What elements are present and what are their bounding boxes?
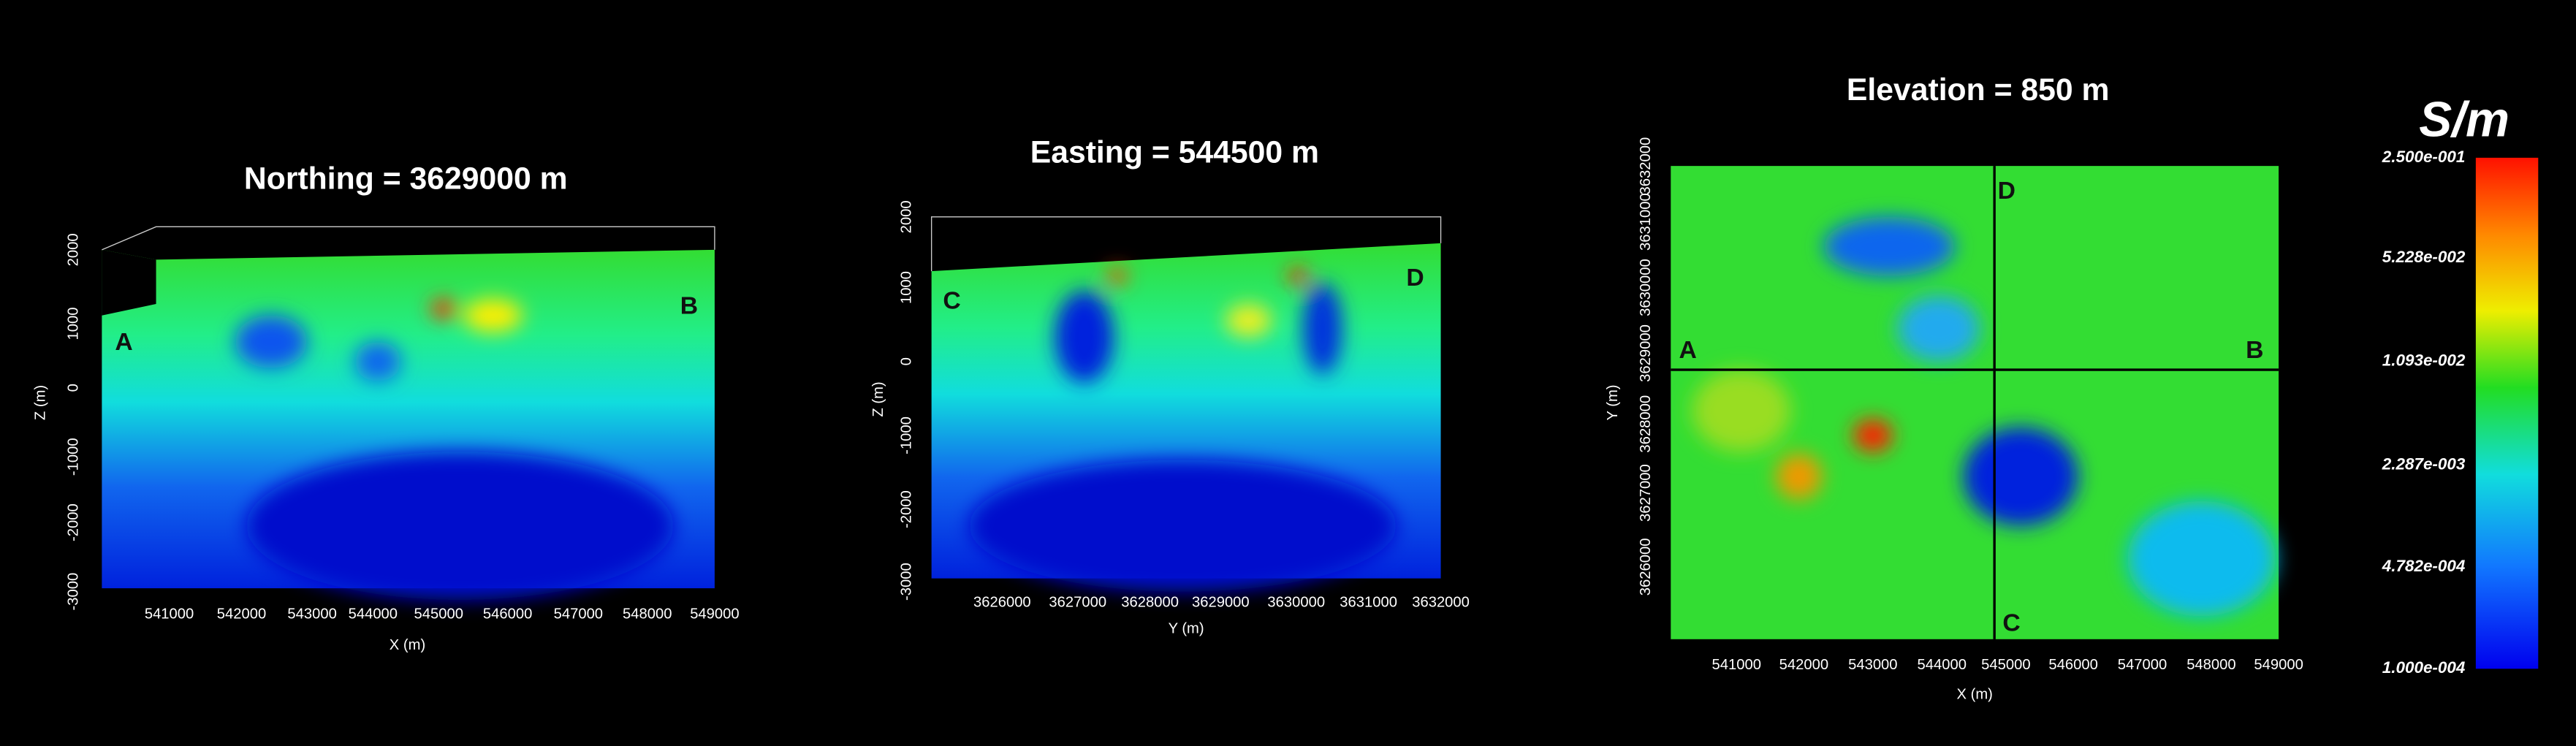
y-tick-label: 2000 (66, 233, 82, 266)
x-tick-label: 545000 (1981, 657, 2030, 673)
y-tick-label: -3000 (66, 573, 82, 611)
panel-title: Northing = 3629000 m (244, 161, 568, 197)
plan-image (1671, 166, 2279, 639)
y-tick-label: 1000 (898, 271, 914, 304)
y-tick-label: 3632000 (1638, 137, 1654, 195)
x-tick-label: 541000 (145, 606, 194, 622)
colorbar-label: 1.000e-004 (2382, 658, 2466, 677)
section-marker: A (1679, 336, 1697, 364)
x-axis-label: Y (m) (1169, 621, 1204, 637)
y-tick-label: 3631000 (1638, 193, 1654, 251)
x-tick-label: 547000 (554, 606, 603, 622)
x-tick-label: 3631000 (1340, 595, 1397, 611)
x-tick-label: 541000 (1711, 657, 1760, 673)
x-tick-label: 544000 (349, 606, 398, 622)
x-tick-label: 543000 (287, 606, 336, 622)
x-tick-label: 3628000 (1121, 595, 1179, 611)
y-tick-label: 0 (66, 384, 82, 392)
colorbar-label: 5.228e-002 (2382, 248, 2466, 266)
section-marker: C (2002, 609, 2020, 636)
colorbar-unit: S/m (2419, 92, 2509, 147)
colorbar-label: 1.093e-002 (2382, 351, 2466, 370)
y-tick-label: 3629000 (1638, 324, 1654, 382)
x-tick-label: 545000 (414, 606, 463, 622)
y-tick-label: -3000 (898, 563, 914, 601)
colorbar (2475, 157, 2539, 669)
panel-title: Elevation = 850 m (1847, 72, 2110, 107)
y-axis-label: Y (m) (1605, 384, 1621, 420)
colorbar-label: 2.287e-003 (2382, 454, 2466, 473)
y-tick-label: -1000 (66, 438, 82, 476)
x-tick-label: 542000 (217, 606, 266, 622)
y-tick-label: -2000 (898, 490, 914, 528)
x-tick-label: 542000 (1779, 657, 1828, 673)
y-tick-label: 2000 (898, 200, 914, 233)
y-tick-label: 3628000 (1638, 395, 1654, 453)
x-tick-label: 543000 (1848, 657, 1897, 673)
x-tick-label: 3629000 (1192, 595, 1250, 611)
section-marker: B (2246, 336, 2263, 364)
x-tick-label: 549000 (690, 606, 739, 622)
x-tick-label: 548000 (623, 606, 672, 622)
y-axis-label: Z (m) (33, 385, 49, 420)
x-tick-label: 3632000 (1412, 595, 1470, 611)
x-tick-label: 544000 (1918, 657, 1967, 673)
x-tick-label: 548000 (2186, 657, 2235, 673)
colorbar-label: 4.782e-004 (2382, 557, 2466, 575)
y-tick-label: -2000 (66, 503, 82, 541)
x-tick-label: 546000 (483, 606, 532, 622)
section-marker: A (115, 328, 132, 356)
x-tick-label: 3627000 (1049, 595, 1106, 611)
section-marker: C (943, 287, 960, 315)
x-axis-label: X (m) (1956, 687, 1992, 703)
y-axis-label: Z (m) (870, 381, 886, 416)
section-marker: B (680, 292, 698, 319)
x-tick-label: 3626000 (973, 595, 1031, 611)
x-axis-label: X (m) (390, 637, 425, 653)
colorbar-label: 2.500e-001 (2382, 148, 2466, 166)
section-marker: D (1998, 177, 2015, 205)
y-tick-label: 3627000 (1638, 464, 1654, 522)
y-tick-label: 3626000 (1638, 538, 1654, 596)
y-tick-label: 0 (898, 357, 914, 365)
y-tick-label: 1000 (66, 308, 82, 340)
y-tick-label: 3630000 (1638, 259, 1654, 316)
section-marker: D (1406, 264, 1424, 292)
x-tick-label: 547000 (2118, 657, 2167, 673)
section-image (102, 226, 715, 600)
y-tick-label: -1000 (898, 416, 914, 454)
x-tick-label: 546000 (2048, 657, 2097, 673)
panel-title: Easting = 544500 m (1030, 135, 1319, 170)
x-tick-label: 3630000 (1267, 595, 1325, 611)
section-image (930, 216, 1442, 592)
x-tick-label: 549000 (2254, 657, 2303, 673)
